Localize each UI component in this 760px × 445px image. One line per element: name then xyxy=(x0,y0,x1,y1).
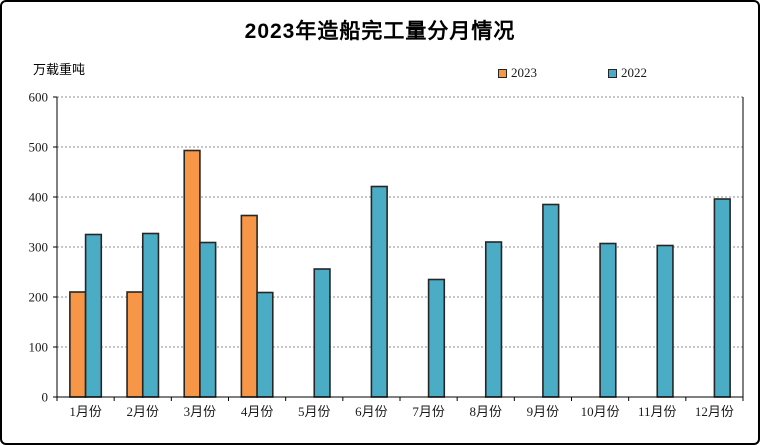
bar-2022 xyxy=(713,198,731,398)
bar-2023 xyxy=(240,214,258,398)
bar-2022 xyxy=(141,232,160,398)
x-axis-label: 2月份 xyxy=(126,404,159,419)
bar-2023 xyxy=(126,291,144,398)
bar-2022 xyxy=(484,241,503,398)
y-axis-tick-label: 200 xyxy=(29,290,49,305)
y-axis-tick-label: 500 xyxy=(29,140,49,155)
x-axis-label: 8月份 xyxy=(469,404,502,419)
legend-swatch-2023-icon xyxy=(498,68,507,78)
bar-2022 xyxy=(370,185,388,398)
legend-swatch-2022-icon xyxy=(608,68,617,78)
bar-2022 xyxy=(199,241,217,398)
y-axis-tick-label: 600 xyxy=(29,90,49,105)
legend-label-2022: 2022 xyxy=(621,65,647,80)
x-axis-label: 10月份 xyxy=(581,404,620,419)
bar-2022 xyxy=(599,242,617,398)
bar-2022 xyxy=(656,244,674,398)
x-axis-label: 6月份 xyxy=(355,404,388,419)
y-axis-tick-label: 100 xyxy=(29,340,49,355)
x-axis-label: 5月份 xyxy=(298,404,331,419)
x-axis-label: 3月份 xyxy=(184,404,217,419)
x-axis-label: 7月份 xyxy=(412,404,445,419)
bar-2022 xyxy=(427,278,446,398)
bar-2023 xyxy=(69,291,87,398)
bar-2022 xyxy=(542,203,560,398)
legend-item-2023: 2023 xyxy=(498,65,537,81)
y-axis-tick-label: 0 xyxy=(42,390,49,405)
x-axis-label: 4月份 xyxy=(241,404,274,419)
x-axis-label: 12月份 xyxy=(695,404,734,419)
bar-2022 xyxy=(313,268,331,398)
chart-title: 2023年造船完工量分月情况 xyxy=(244,20,516,43)
bar-2022 xyxy=(84,233,103,398)
y-axis-unit-label: 万载重吨 xyxy=(33,62,86,77)
legend-label-2023: 2023 xyxy=(511,65,537,80)
legend-item-2022: 2022 xyxy=(608,65,647,81)
y-axis-tick-label: 400 xyxy=(29,190,49,205)
x-axis-label: 1月份 xyxy=(69,404,102,419)
bar-2023 xyxy=(183,149,201,398)
x-axis-label: 9月份 xyxy=(527,404,560,419)
x-axis-label: 11月份 xyxy=(638,404,677,419)
bar-2022 xyxy=(256,291,274,398)
y-axis-tick-label: 300 xyxy=(29,240,49,255)
